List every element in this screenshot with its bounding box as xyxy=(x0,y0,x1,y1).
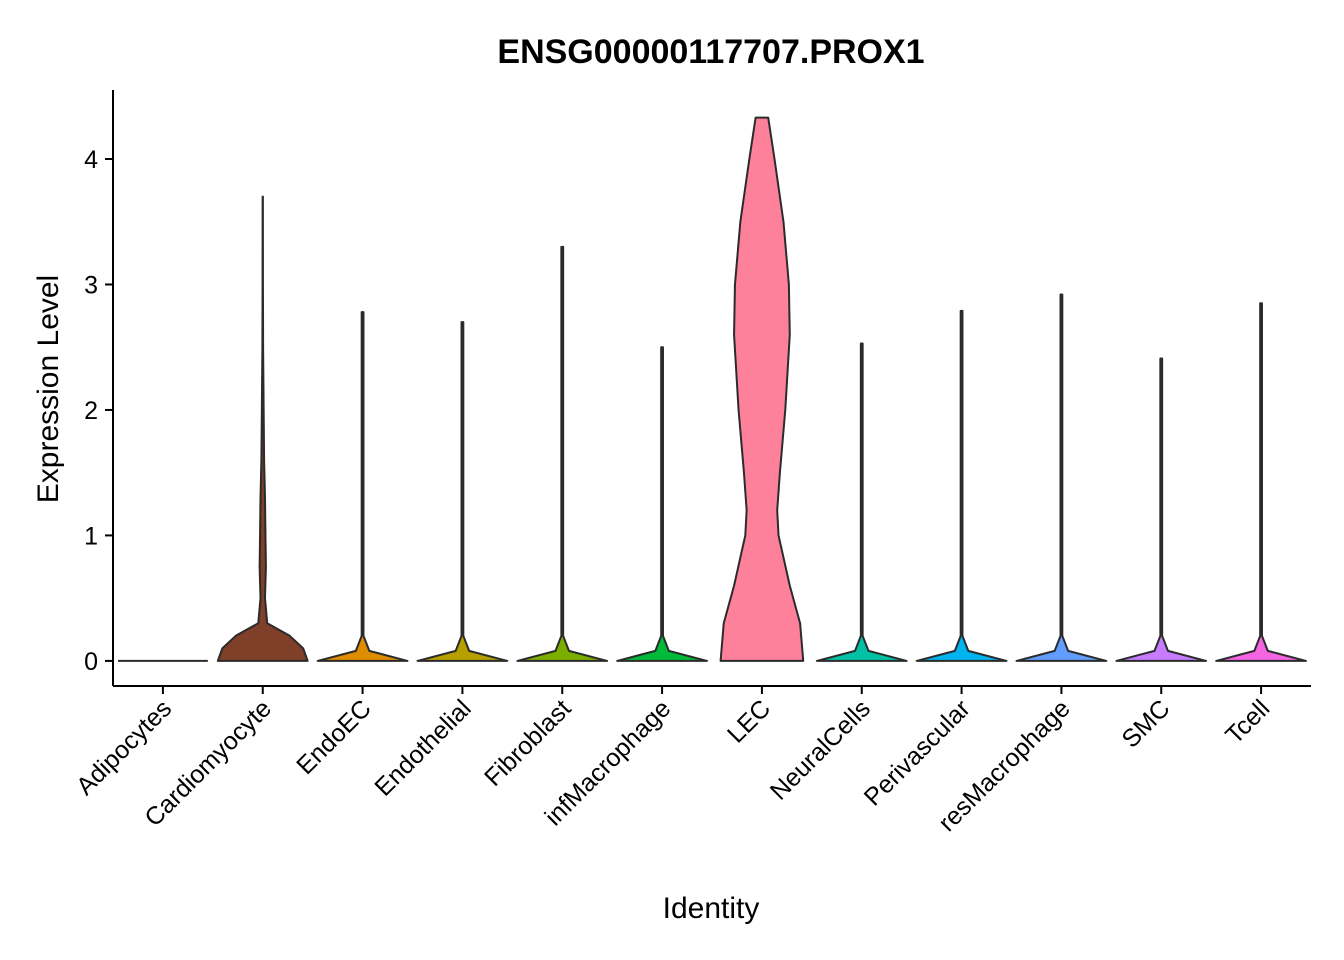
x-tick-label-endoec: EndoEC xyxy=(291,694,377,780)
y-tick-label: 1 xyxy=(84,522,98,550)
x-tick-label-smc: SMC xyxy=(1116,694,1175,753)
violin-endoec xyxy=(316,311,409,662)
violin-neuralcells xyxy=(815,342,908,662)
chart-title: ENSG00000117707.PROX1 xyxy=(497,33,924,71)
x-axis-label: Identity xyxy=(663,892,760,925)
violin-lec xyxy=(719,116,805,662)
violin-smc xyxy=(1115,357,1208,662)
y-tick-label: 3 xyxy=(84,271,98,299)
violin-fibroblast xyxy=(516,245,609,662)
x-tick-label-neuralcells: NeuralCells xyxy=(765,694,876,805)
y-tick-label: 4 xyxy=(84,146,98,174)
violin-cardiomyocyte xyxy=(216,195,309,662)
violin-infmacrophage xyxy=(616,346,709,662)
y-axis-label: Expression Level xyxy=(32,275,65,503)
violin-group xyxy=(117,116,1308,662)
x-tick-label-fibroblast: Fibroblast xyxy=(479,694,576,791)
y-axis-ticks: 0 1 2 3 4 xyxy=(84,146,113,676)
violin-tcell xyxy=(1215,302,1308,662)
x-tick-label-adipocytes: Adipocytes xyxy=(71,694,177,800)
x-tick-label-tcell: Tcell xyxy=(1220,694,1275,749)
y-tick-label: 2 xyxy=(84,397,98,425)
x-tick-label-lec: LEC xyxy=(722,694,776,748)
y-tick-label: 0 xyxy=(84,648,98,676)
violin-perivascular xyxy=(915,309,1008,662)
violin-resmacrophage xyxy=(1015,293,1108,662)
violin-endothelial xyxy=(416,321,509,662)
x-tick-label-endothelial: Endothelial xyxy=(369,694,476,801)
